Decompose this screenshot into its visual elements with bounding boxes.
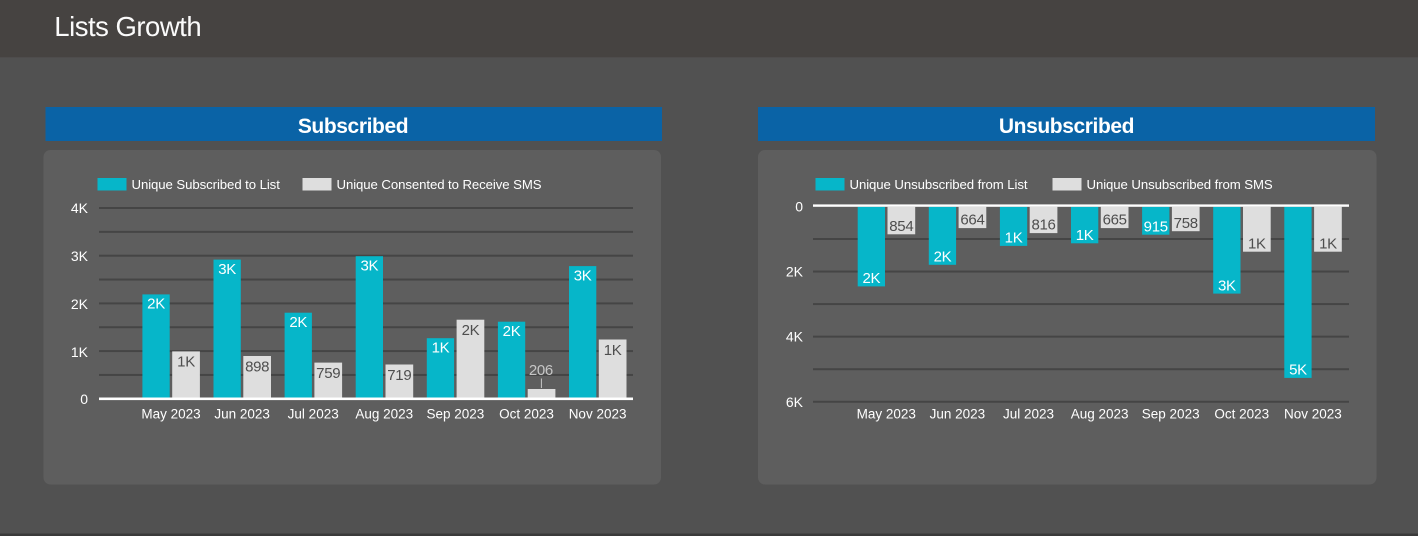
svg-text:3K: 3K <box>574 267 592 284</box>
svg-text:1K: 1K <box>1248 235 1266 252</box>
svg-text:Sep 2023: Sep 2023 <box>426 407 484 422</box>
svg-text:Jun 2023: Jun 2023 <box>930 407 986 422</box>
svg-text:Oct 2023: Oct 2023 <box>1214 407 1269 422</box>
svg-text:759: 759 <box>316 365 340 382</box>
svg-text:1K: 1K <box>71 344 89 360</box>
svg-text:665: 665 <box>1103 212 1127 229</box>
svg-text:5K: 5K <box>1289 362 1307 379</box>
svg-text:1K: 1K <box>604 342 622 359</box>
svg-text:May 2023: May 2023 <box>141 407 200 422</box>
svg-text:Jul 2023: Jul 2023 <box>1003 407 1054 422</box>
svg-text:Jul 2023: Jul 2023 <box>288 407 339 422</box>
svg-text:3K: 3K <box>71 248 89 264</box>
svg-text:4K: 4K <box>71 200 89 216</box>
svg-text:Oct 2023: Oct 2023 <box>499 407 554 422</box>
svg-text:854: 854 <box>889 218 913 235</box>
svg-text:Unique Subscribed to List: Unique Subscribed to List <box>132 177 281 192</box>
svg-text:2K: 2K <box>289 314 307 331</box>
svg-text:1K: 1K <box>177 354 195 371</box>
svg-text:6K: 6K <box>786 394 804 410</box>
svg-text:Unsubscribed: Unsubscribed <box>999 115 1134 138</box>
svg-text:0: 0 <box>795 199 803 215</box>
svg-text:2K: 2K <box>786 264 804 280</box>
svg-text:1K: 1K <box>1319 235 1337 252</box>
svg-text:Subscribed: Subscribed <box>298 115 408 138</box>
svg-text:3K: 3K <box>218 261 236 278</box>
svg-text:915: 915 <box>1144 219 1168 236</box>
svg-text:758: 758 <box>1174 215 1198 232</box>
svg-text:Unique Consented to Receive SM: Unique Consented to Receive SMS <box>337 177 542 192</box>
svg-text:3K: 3K <box>360 257 378 274</box>
svg-text:Nov 2023: Nov 2023 <box>569 407 627 422</box>
svg-text:2K: 2K <box>147 296 165 313</box>
svg-text:2K: 2K <box>71 296 89 312</box>
svg-text:898: 898 <box>245 358 269 375</box>
svg-text:1K: 1K <box>432 339 450 356</box>
svg-text:Aug 2023: Aug 2023 <box>355 407 413 422</box>
svg-text:2K: 2K <box>862 270 880 287</box>
svg-text:3K: 3K <box>1218 277 1236 294</box>
svg-text:816: 816 <box>1031 217 1055 234</box>
svg-text:May 2023: May 2023 <box>857 407 916 422</box>
svg-text:Aug 2023: Aug 2023 <box>1071 407 1129 422</box>
svg-text:4K: 4K <box>786 329 804 345</box>
svg-text:1K: 1K <box>1076 227 1094 244</box>
svg-text:2K: 2K <box>934 249 952 266</box>
svg-text:1K: 1K <box>1005 230 1023 247</box>
svg-text:Unique Unsubscribed from List: Unique Unsubscribed from List <box>850 177 1028 192</box>
svg-text:Jun 2023: Jun 2023 <box>214 407 270 422</box>
svg-text:Sep 2023: Sep 2023 <box>1142 407 1200 422</box>
svg-text:0: 0 <box>80 391 88 407</box>
svg-text:Nov 2023: Nov 2023 <box>1284 407 1342 422</box>
svg-text:Unique Unsubscribed from SMS: Unique Unsubscribed from SMS <box>1087 177 1273 192</box>
svg-text:2K: 2K <box>503 323 521 340</box>
svg-text:206: 206 <box>529 362 553 379</box>
svg-text:719: 719 <box>387 367 411 384</box>
svg-text:Lists Growth: Lists Growth <box>54 11 201 42</box>
svg-text:2K: 2K <box>462 322 480 339</box>
svg-text:664: 664 <box>960 212 984 229</box>
